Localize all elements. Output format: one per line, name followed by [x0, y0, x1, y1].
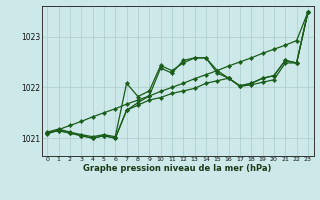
X-axis label: Graphe pression niveau de la mer (hPa): Graphe pression niveau de la mer (hPa): [84, 164, 272, 173]
